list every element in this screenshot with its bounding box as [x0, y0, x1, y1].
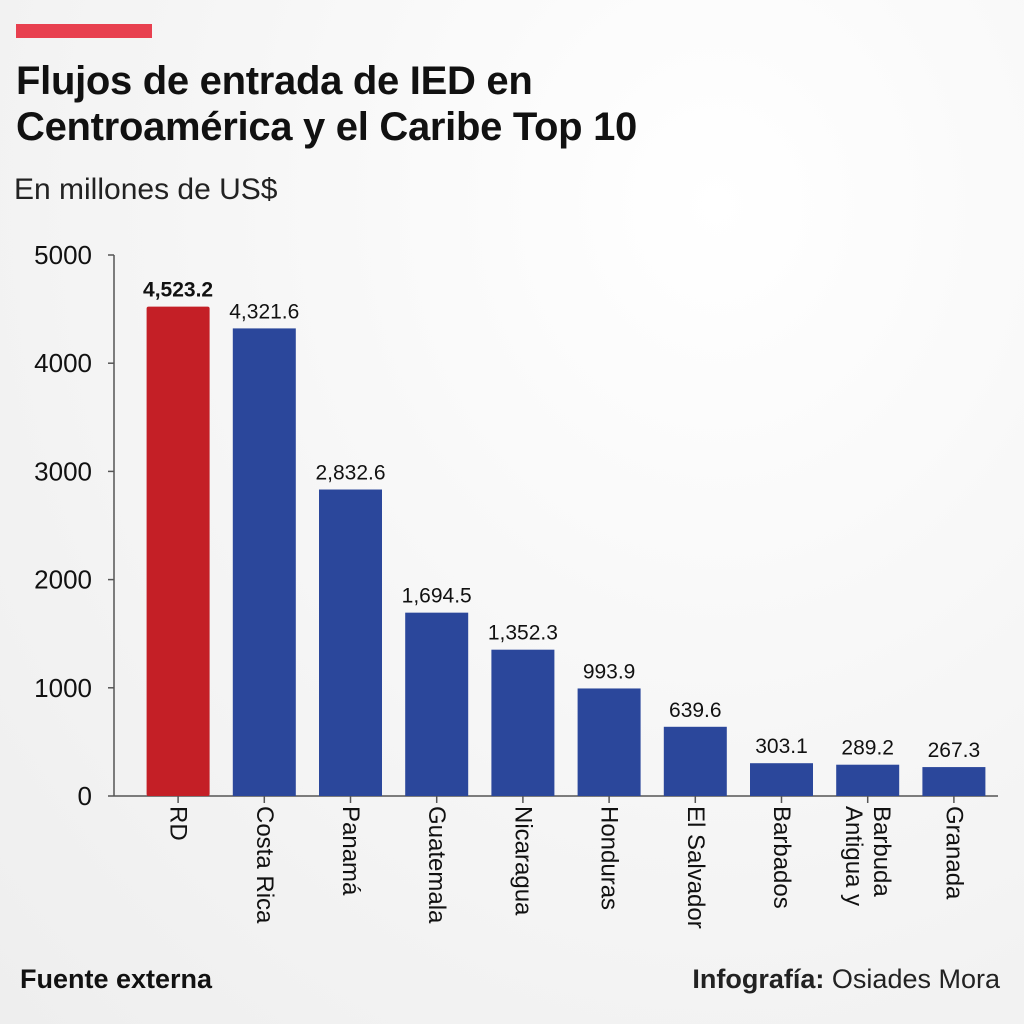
accent-bar [16, 24, 152, 38]
chart-title: Flujos de entrada de IED en Centroaméric… [16, 58, 976, 150]
y-tick-label: 3000 [34, 456, 92, 486]
bar [491, 649, 555, 796]
data-label: 4,321.6 [229, 300, 299, 323]
x-tick-label: Antigua y [840, 806, 867, 906]
bar [146, 306, 210, 796]
bar [750, 763, 813, 796]
bar [922, 767, 986, 796]
data-label: 2,832.6 [315, 462, 385, 485]
author-credit: Infografía: Osiades Mora [692, 964, 1000, 995]
chart-subtitle: En millones de US$ [14, 173, 278, 206]
data-label: 1,694.5 [402, 585, 472, 608]
data-label: 1,352.3 [488, 622, 558, 645]
bar [405, 612, 469, 796]
chart-title-line-2: Centroamérica y el Caribe Top 10 [16, 105, 638, 149]
bar [319, 489, 382, 796]
chart-title-line-1: Flujos de entrada de IED en [16, 59, 533, 103]
x-tick-label: RD [165, 806, 192, 841]
bar [577, 688, 641, 796]
data-label: 993.9 [583, 660, 636, 683]
data-label: 303.1 [755, 735, 808, 758]
x-tick-label: Panamá [337, 806, 364, 896]
data-label: 639.6 [669, 699, 722, 722]
x-tick-label: Costa Rica [251, 806, 278, 924]
y-tick-label: 1000 [34, 673, 92, 703]
x-tick-label: Honduras [596, 806, 623, 910]
x-tick-label: Barbuda [868, 806, 895, 897]
source-credit: Fuente externa [20, 964, 213, 994]
author-credit-name: Osiades Mora [831, 964, 1000, 994]
x-tick-label: Granada [940, 806, 967, 900]
x-tick-label: El Salvador [682, 806, 709, 929]
data-label: 267.3 [928, 739, 981, 762]
x-tick-label: Nicaragua [509, 806, 536, 916]
x-tick-label: Barbados [768, 806, 795, 909]
y-tick-label: 0 [78, 781, 92, 811]
x-tick-label: Guatemala [423, 806, 450, 924]
y-tick-label: 5000 [34, 240, 92, 270]
bar [232, 328, 296, 796]
author-credit-label: Infografía: [692, 964, 825, 994]
y-tick-label: 4000 [34, 348, 92, 378]
data-label: 4,523.2 [143, 279, 213, 302]
y-tick-label: 2000 [34, 565, 92, 595]
bar [663, 726, 727, 796]
data-label: 289.2 [841, 737, 894, 760]
bar [836, 764, 900, 796]
